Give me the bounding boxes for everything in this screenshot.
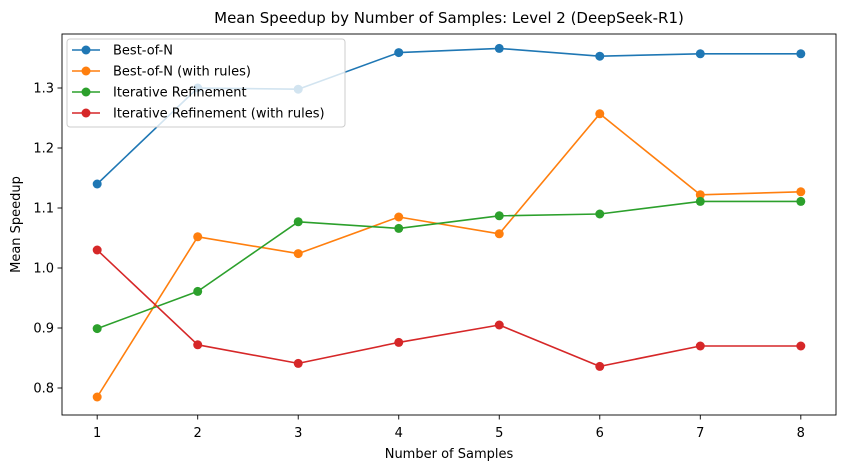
y-tick-label: 0.9 <box>33 322 54 337</box>
data-point <box>293 249 303 259</box>
legend-label: Best-of-N (with rules) <box>113 65 251 80</box>
data-point <box>494 211 504 221</box>
data-point <box>193 286 203 296</box>
x-tick-label: 5 <box>495 426 503 441</box>
series-3 <box>92 196 806 334</box>
data-point <box>695 196 705 206</box>
series-layer <box>92 43 806 402</box>
data-point <box>796 196 806 206</box>
y-tick-label: 1.2 <box>33 142 54 157</box>
y-tick-label: 1.1 <box>33 202 54 217</box>
data-point <box>595 109 605 119</box>
x-tick-label: 4 <box>395 426 403 441</box>
data-point <box>92 245 102 255</box>
legend-item: Best-of-N (with rules) <box>72 65 251 80</box>
legend-box <box>66 38 346 128</box>
data-point <box>92 392 102 402</box>
data-point <box>193 232 203 242</box>
series-line <box>96 200 801 330</box>
x-axis: 1 2 3 4 5 6 7 8 <box>93 415 805 441</box>
data-point <box>92 179 102 189</box>
legend-label: Iterative Refinement <box>113 86 247 101</box>
legend-swatch-marker <box>81 108 91 118</box>
legend-label: Iterative Refinement (with rules) <box>113 107 325 122</box>
data-point <box>695 341 705 351</box>
y-tick-label: 0.8 <box>33 382 54 397</box>
data-point <box>394 48 404 58</box>
x-tick-label: 7 <box>696 426 704 441</box>
data-point <box>595 209 605 219</box>
series-4 <box>92 245 806 371</box>
y-axis-label: Mean Speedup <box>9 176 24 273</box>
x-tick-label: 3 <box>294 426 302 441</box>
series-line <box>96 249 801 368</box>
data-point <box>695 49 705 59</box>
data-point <box>796 341 806 351</box>
data-point <box>394 337 404 347</box>
data-point <box>695 190 705 200</box>
data-point <box>595 361 605 371</box>
x-tick-label: 2 <box>194 426 202 441</box>
legend-swatch-marker <box>81 87 91 97</box>
x-tick-label: 8 <box>797 426 805 441</box>
y-tick-label: 1.0 <box>33 262 54 277</box>
chart-title: Mean Speedup by Number of Samples: Level… <box>214 9 684 27</box>
plot-area <box>61 33 837 416</box>
x-tick-label: 1 <box>93 426 101 441</box>
x-tick-label: 6 <box>596 426 604 441</box>
legend: Best-of-N Best-of-N (with rules) Iterative… <box>66 38 346 128</box>
series-2 <box>92 109 806 402</box>
data-point <box>796 187 806 197</box>
data-point <box>494 320 504 330</box>
legend-swatch-marker <box>81 45 91 55</box>
data-point <box>595 51 605 61</box>
data-point <box>494 229 504 239</box>
data-point <box>796 49 806 59</box>
data-point <box>394 223 404 233</box>
data-point <box>293 217 303 227</box>
y-tick-label: 1.3 <box>33 82 54 97</box>
y-axis: 0.8 0.9 1.0 1.1 1.2 1.3 <box>33 82 62 397</box>
series-line <box>96 113 801 398</box>
legend-item: Iterative Refinement (with rules) <box>72 107 325 122</box>
data-point <box>494 43 504 53</box>
data-point <box>293 358 303 368</box>
x-axis-label: Number of Samples <box>385 447 514 462</box>
legend-swatch-marker <box>81 66 91 76</box>
data-point <box>92 324 102 334</box>
legend-item: Best-of-N <box>72 44 173 59</box>
legend-item: Iterative Refinement <box>72 86 247 101</box>
data-point <box>193 340 203 350</box>
data-point <box>394 212 404 222</box>
legend-label: Best-of-N <box>113 44 173 59</box>
